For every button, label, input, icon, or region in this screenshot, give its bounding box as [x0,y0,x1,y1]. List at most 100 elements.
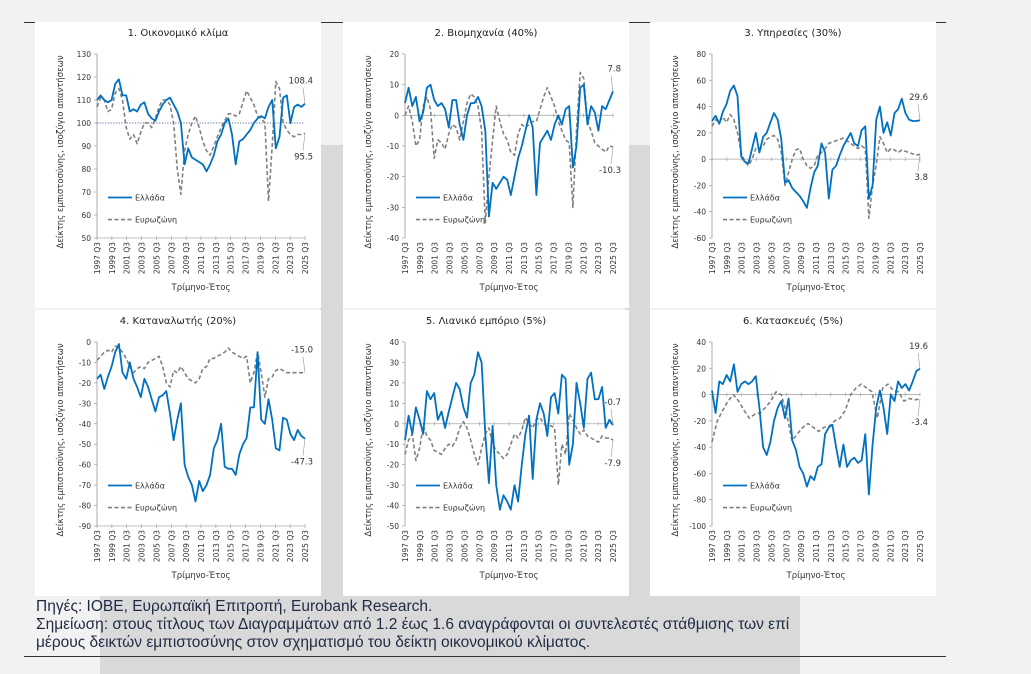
y-tick-label: -60 [694,469,706,478]
x-tick-label: 2023 Q3 [286,530,295,562]
legend-label-greece: Ελλάδα [135,194,165,203]
x-tick-label: 1997 Q3 [708,242,717,274]
chart-title: 6. Κατασκευές (5%) [742,316,844,327]
chart-svg: -60 -40 -20 0 20 40 60 80 1997 Q3 1999 Q3 2001 Q3 2… [670,50,928,293]
end-label-leader [302,87,306,104]
x-tick-label: 2005 Q3 [152,242,161,274]
chart-title: 3. Υπηρεσίες (30%) [744,28,842,39]
x-tick-label: 2003 Q3 [446,242,455,274]
x-tick-label: 2017 Q3 [550,530,559,562]
x-tick-label: 2005 Q3 [767,530,776,562]
x-tick-label: 2009 Q3 [182,242,191,274]
chart-svg: -90 -80 -70 -60 -50 -40 -30 -20 -10 0 1997 Q3 1999 … [55,338,313,581]
x-tick-label: 2013 Q3 [520,242,529,274]
end-label-leader [610,409,614,426]
legend-label-eurozone: Ευρωζώνη [750,503,792,513]
x-tick-label: 2013 Q3 [827,242,836,274]
end-label-leader [917,399,921,417]
x-tick-label: 2015 Q3 [535,242,544,274]
end-value-label: -3.4 [911,418,928,428]
end-value-label: 108.4 [289,77,313,87]
series-line-greece [96,78,306,173]
end-label-leader [917,352,921,369]
series-line-eurozone [404,71,614,224]
end-label-leader [302,356,306,373]
x-tick-label: 2007 Q3 [782,530,791,562]
x-tick-label: 2019 Q3 [871,242,880,274]
y-axis-label: Δείκτης εμπιστοσύνης, ισοζύγιο απαντήσεω… [670,343,681,537]
y-tick-label: -40 [694,208,706,217]
end-label-leader [917,154,921,172]
x-tick-label: 2015 Q3 [227,242,236,274]
legend-label-eurozone: Ευρωζώνη [750,215,792,225]
y-tick-label: 120 [77,73,92,82]
y-tick-label: 40 [696,338,706,347]
y-tick-label: 20 [389,50,399,59]
chart-svg: -40 -30 -20 -10 0 10 20 1997 Q3 1999 Q3 2001 Q3 20… [363,50,621,293]
y-tick-label: -20 [387,173,399,182]
end-value-label: -47.3 [291,458,313,468]
x-tick-label: 1999 Q3 [723,530,732,562]
y-axis-label: Δείκτης εμπιστοσύνης, ισοζύγιο απαντήσεω… [55,55,66,249]
y-tick-label: -40 [694,443,706,452]
x-tick-label: 1997 Q3 [401,242,410,274]
y-tick-label: -40 [387,234,399,243]
chart-panel-3: 3. Υπηρεσίες (30%) -60 -40 -20 0 20 40 60 80 1997… [650,22,936,308]
chart-title: 1. Οικονομικό κλίμα [127,28,229,39]
x-axis-label: Τρίμηνο-Έτος [171,283,231,293]
series-line-greece [96,343,306,503]
legend-label-greece: Ελλάδα [135,482,165,491]
x-tick-label: 2011 Q3 [505,530,514,562]
y-tick-label: -100 [689,522,706,531]
end-value-label: -7.9 [604,459,621,469]
y-tick-label: -90 [79,522,91,531]
x-tick-label: 2017 Q3 [857,530,866,562]
y-axis-label: Δείκτης εμπιστοσύνης, ισοζύγιο απαντήσεω… [670,55,681,249]
end-label-leader [302,133,306,151]
sources-note: Πηγές: ΙΟΒΕ, Ευρωπαϊκή Επιτροπή, Euroban… [36,598,433,615]
x-tick-label: 2011 Q3 [197,242,206,274]
y-tick-label: 40 [389,338,399,347]
x-tick-label: 2013 Q3 [212,242,221,274]
y-tick-label: -60 [79,461,91,470]
y-tick-label: -70 [79,481,91,490]
x-tick-label: 2003 Q3 [753,530,762,562]
end-label-leader [610,146,614,164]
x-tick-label: 2009 Q3 [182,530,191,562]
x-tick-label: 2005 Q3 [152,530,161,562]
y-tick-label: -30 [79,399,91,408]
end-label-leader [917,104,921,121]
x-tick-label: 2001 Q3 [123,530,132,562]
x-tick-label: 2001 Q3 [431,242,440,274]
legend-label-eurozone: Ευρωζώνη [443,503,485,513]
x-tick-label: 2003 Q3 [138,242,147,274]
chart-svg: -100 -80 -60 -40 -20 0 20 40 1997 Q3 1999 Q3 2001 … [670,338,928,581]
x-tick-label: 2023 Q3 [901,242,910,274]
y-tick-label: 80 [81,165,91,174]
x-tick-label: 2011 Q3 [197,530,206,562]
x-tick-label: 2019 Q3 [564,530,573,562]
x-tick-label: 1999 Q3 [108,530,117,562]
y-tick-label: 0 [394,420,399,429]
series-line-eurozone [404,412,614,486]
x-tick-label: 2017 Q3 [857,242,866,274]
background-band-gap-1 [320,145,343,355]
x-tick-label: 2019 Q3 [564,242,573,274]
x-tick-label: 2017 Q3 [242,242,251,274]
series-line-greece [711,363,921,496]
y-tick-label: -50 [79,440,91,449]
y-tick-label: 30 [389,358,399,367]
legend-label-greece: Ελλάδα [750,194,780,203]
bottom-rule [24,656,946,657]
legend-label-greece: Ελλάδα [443,194,473,203]
chart-panel-6: 6. Κατασκευές (5%) -100 -80 -60 -40 -20 0 20 40 1… [650,310,936,596]
chart-panel-5: 5. Λιανικό εμπόριο (5%) -50 -40 -30 -20 -10 0 1… [343,310,629,596]
note-line-1: Σημείωση: στους τίτλους των Διαγραμμάτων… [36,616,790,633]
chart-panel-1: 1. Οικονομικό κλίμα 50 60 70 80 90 100 110 120 13… [35,22,321,308]
y-tick-label: -10 [387,142,399,151]
y-tick-label: -40 [79,420,91,429]
series-line-greece [404,351,614,511]
y-tick-label: -20 [694,417,706,426]
x-tick-label: 2025 Q3 [916,242,925,274]
x-tick-label: 2021 Q3 [886,242,895,274]
